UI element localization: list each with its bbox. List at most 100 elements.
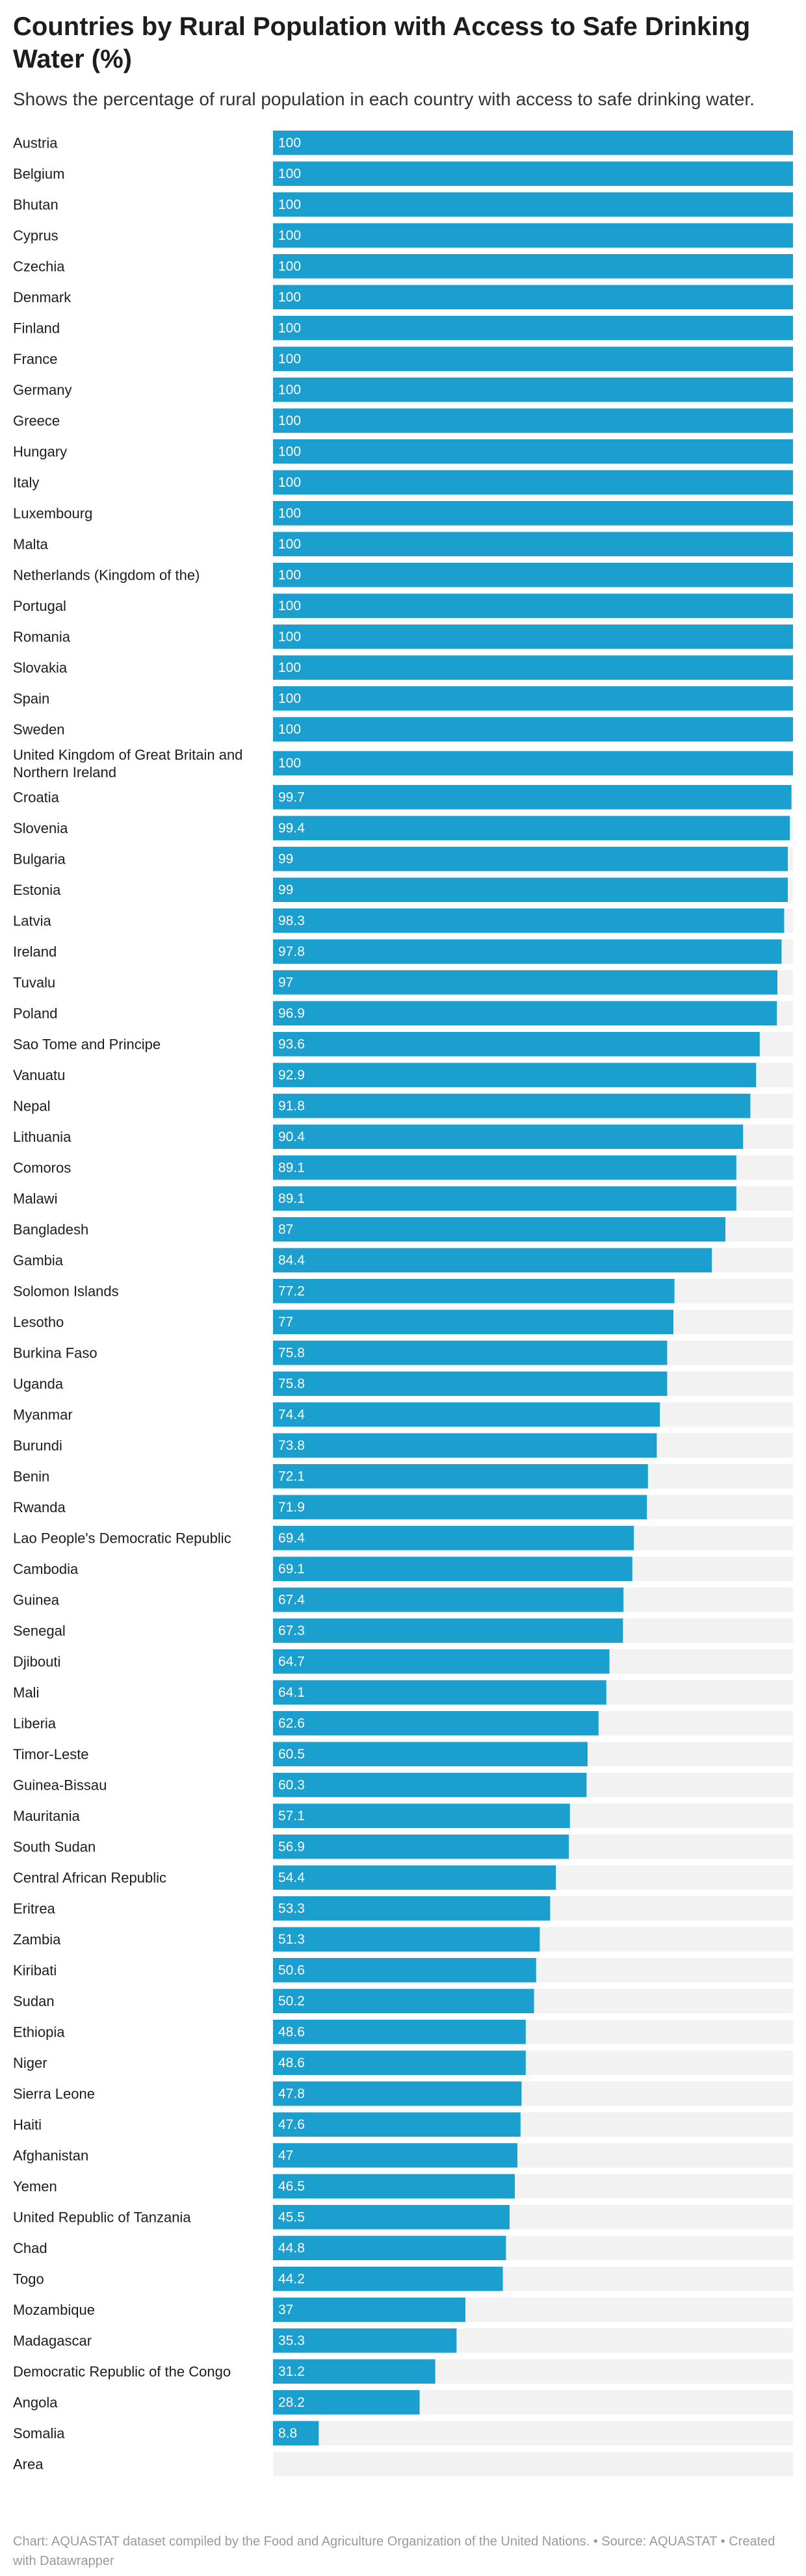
bar-value-sierra-leone: 47.8: [278, 2086, 305, 2101]
bar-value-somalia: 8.8: [278, 2426, 297, 2441]
bar-bhutan: [273, 192, 793, 217]
bar-netherlands-kingdom-of-the: [273, 563, 793, 587]
bar-label-spain: Spain: [13, 690, 49, 706]
bar-value-poland: 96.9: [278, 1006, 305, 1021]
bar-label-denmark: Denmark: [13, 289, 72, 305]
bar-label-poland: Poland: [13, 1005, 58, 1022]
bar-track-somalia: [273, 2421, 793, 2445]
bar-value-sudan: 50.2: [278, 1994, 305, 2009]
bar-value-gambia: 84.4: [278, 1253, 305, 1268]
bar-track-area: [273, 2452, 793, 2477]
bar-value-mali: 64.1: [278, 1685, 305, 1700]
bar-label-central-african-republic: Central African Republic: [13, 1870, 166, 1886]
bar-value-mozambique: 37: [278, 2302, 293, 2317]
bar-value-croatia: 99.7: [278, 790, 305, 805]
bar-label-mauritania: Mauritania: [13, 1808, 80, 1824]
bar-mauritania: [273, 1803, 570, 1828]
bar-label-comoros: Comoros: [13, 1159, 71, 1176]
bar-niger: [273, 2050, 526, 2075]
bar-united-kingdom-of-great-britain-and-northern-ireland: [273, 751, 793, 776]
bar-value-kiribati: 50.6: [278, 1963, 305, 1977]
bar-label-ireland: Ireland: [13, 944, 57, 960]
bar-label-mali: Mali: [13, 1684, 39, 1701]
bar-label-rwanda: Rwanda: [13, 1499, 66, 1515]
bar-label-angola: Angola: [13, 2394, 58, 2410]
bar-label-mozambique: Mozambique: [13, 2302, 95, 2318]
bar-value-zambia: 51.3: [278, 1932, 305, 1947]
chart-title: Countries by Rural Population with Acces…: [13, 12, 751, 73]
bar-value-spain: 100: [278, 691, 301, 706]
bar-yemen: [273, 2174, 515, 2198]
bar-value-yemen: 46.5: [278, 2179, 305, 2194]
bar-burundi: [273, 1433, 657, 1458]
bar-value-slovakia: 100: [278, 660, 301, 675]
bar-gambia: [273, 1248, 712, 1272]
bar-label-sao-tome-and-principe: Sao Tome and Principe: [13, 1036, 161, 1052]
bar-label-gambia: Gambia: [13, 1252, 64, 1269]
bar-belgium: [273, 161, 793, 186]
bar-benin: [273, 1464, 648, 1489]
bar-value-central-african-republic: 54.4: [278, 1870, 305, 1885]
bar-value-niger: 48.6: [278, 2055, 305, 2070]
bar-value-greece: 100: [278, 413, 301, 428]
bar-value-bangladesh: 87: [278, 1222, 293, 1237]
bar-value-burundi: 73.8: [278, 1438, 305, 1453]
bar-label-area: Area: [13, 2456, 44, 2472]
bar-label-finland: Finland: [13, 320, 60, 336]
bar-greece: [273, 408, 793, 433]
bar-somalia: [273, 2421, 319, 2445]
bar-value-burkina-faso: 75.8: [278, 1345, 305, 1360]
bar-value-timor-leste: 60.5: [278, 1747, 305, 1762]
bar-united-republic-of-tanzania: [273, 2205, 510, 2230]
bar-value-sao-tome-and-principe: 93.6: [278, 1037, 305, 1051]
bar-value-slovenia: 99.4: [278, 821, 305, 836]
bar-label-eritrea: Eritrea: [13, 1900, 56, 1916]
bar-value-haiti: 47.6: [278, 2117, 305, 2132]
bar-label-bulgaria: Bulgaria: [13, 851, 66, 867]
bar-spain: [273, 686, 793, 711]
bar-label-guinea: Guinea: [13, 1591, 60, 1608]
bar-label-guinea-bissau: Guinea-Bissau: [13, 1777, 107, 1793]
bar-label-germany: Germany: [13, 381, 72, 398]
bar-hungary: [273, 439, 793, 464]
bar-value-madagascar: 35.3: [278, 2333, 305, 2348]
bar-cambodia: [273, 1556, 632, 1581]
bar-value-luxembourg: 100: [278, 506, 301, 521]
bar-central-african-republic: [273, 1865, 556, 1890]
bar-sudan: [273, 1989, 534, 2013]
bar-label-hungary: Hungary: [13, 443, 67, 459]
bar-latvia: [273, 908, 785, 933]
bar-value-togo: 44.2: [278, 2271, 305, 2286]
bar-djibouti: [273, 1649, 610, 1674]
bar-value-rwanda: 71.9: [278, 1500, 305, 1515]
bar-guinea-bissau: [273, 1773, 587, 1797]
bar-value-lesotho: 77: [278, 1315, 293, 1330]
bar-slovenia: [273, 816, 790, 840]
bar-value-sweden: 100: [278, 722, 301, 737]
bar-guinea: [273, 1588, 624, 1612]
bar-value-chad: 44.8: [278, 2241, 305, 2256]
bar-sierra-leone: [273, 2081, 522, 2106]
bar-value-belgium: 100: [278, 166, 301, 181]
bar-value-latvia: 98.3: [278, 913, 305, 928]
bar-value-czechia: 100: [278, 259, 301, 274]
bar-label-netherlands-kingdom-of-the: Netherlands (Kingdom of the): [13, 567, 200, 583]
bar-zambia: [273, 1927, 540, 1951]
bar-label-bangladesh: Bangladesh: [13, 1221, 88, 1237]
bar-value-germany: 100: [278, 382, 301, 397]
bar-value-netherlands-kingdom-of-the: 100: [278, 567, 301, 582]
bar-label-burundi: Burundi: [13, 1437, 62, 1454]
bar-label-slovakia: Slovakia: [13, 660, 68, 676]
bar-value-portugal: 100: [278, 599, 301, 613]
bar-sweden: [273, 717, 793, 741]
bar-label-lithuania: Lithuania: [13, 1129, 72, 1145]
bar-value-angola: 28.2: [278, 2395, 305, 2410]
bar-ireland: [273, 939, 782, 964]
bar-label-senegal: Senegal: [13, 1623, 66, 1639]
bar-madagascar: [273, 2328, 457, 2353]
bar-value-hungary: 100: [278, 444, 301, 459]
bar-cyprus: [273, 223, 793, 248]
bar-label-portugal: Portugal: [13, 598, 66, 614]
bar-rwanda: [273, 1495, 647, 1519]
